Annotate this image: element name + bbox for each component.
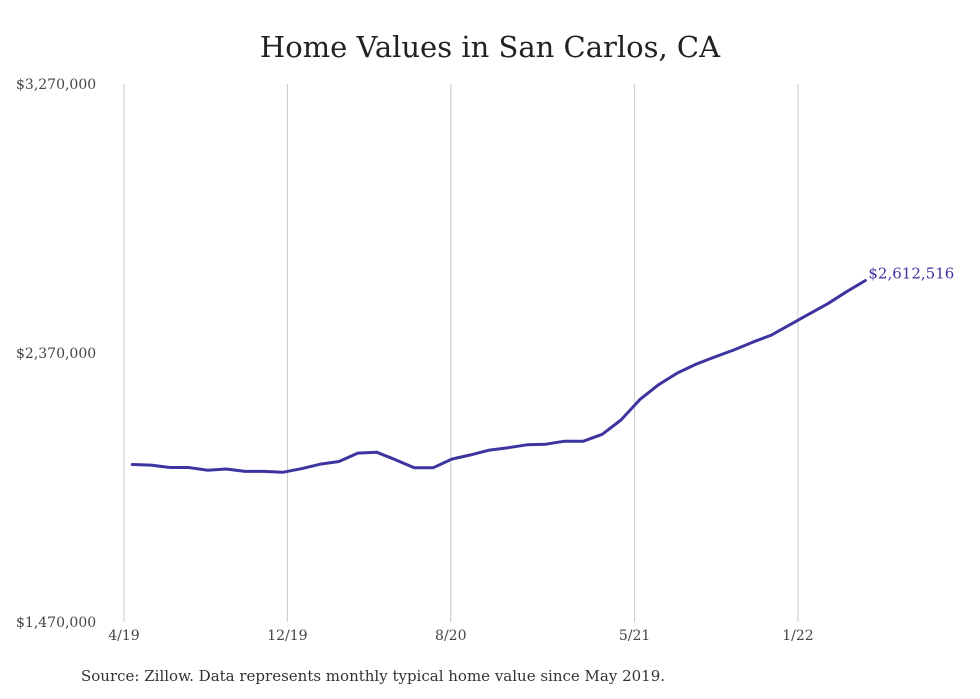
series-layer: [130, 279, 867, 474]
y-tick-label-1: $2,370,000: [16, 346, 96, 362]
x-tick-label-1: 12/19: [267, 628, 307, 644]
chart-title: Home Values in San Carlos, CA: [259, 30, 721, 64]
data-labels: $2,612,516: [868, 265, 954, 283]
x-tick-label-2: 8/20: [435, 628, 466, 644]
x-tick-label-0: 4/19: [108, 628, 139, 644]
y-tick-label-0: $1,470,000: [16, 615, 96, 631]
x-axis-tick-labels: 4/19 12/19 8/20 5/21 1/22: [108, 628, 813, 644]
series-line: [130, 279, 867, 474]
gridlines: [123, 84, 799, 622]
x-tick-label-3: 5/21: [619, 628, 650, 644]
y-tick-label-2: $3,270,000: [16, 77, 96, 93]
y-axis-tick-labels: $1,470,000 $2,370,000 $3,270,000: [16, 77, 96, 631]
end-value-label: $2,612,516: [868, 265, 954, 283]
x-tick-label-4: 1/22: [782, 628, 813, 644]
source-note: Source: Zillow. Data represents monthly …: [81, 667, 666, 685]
